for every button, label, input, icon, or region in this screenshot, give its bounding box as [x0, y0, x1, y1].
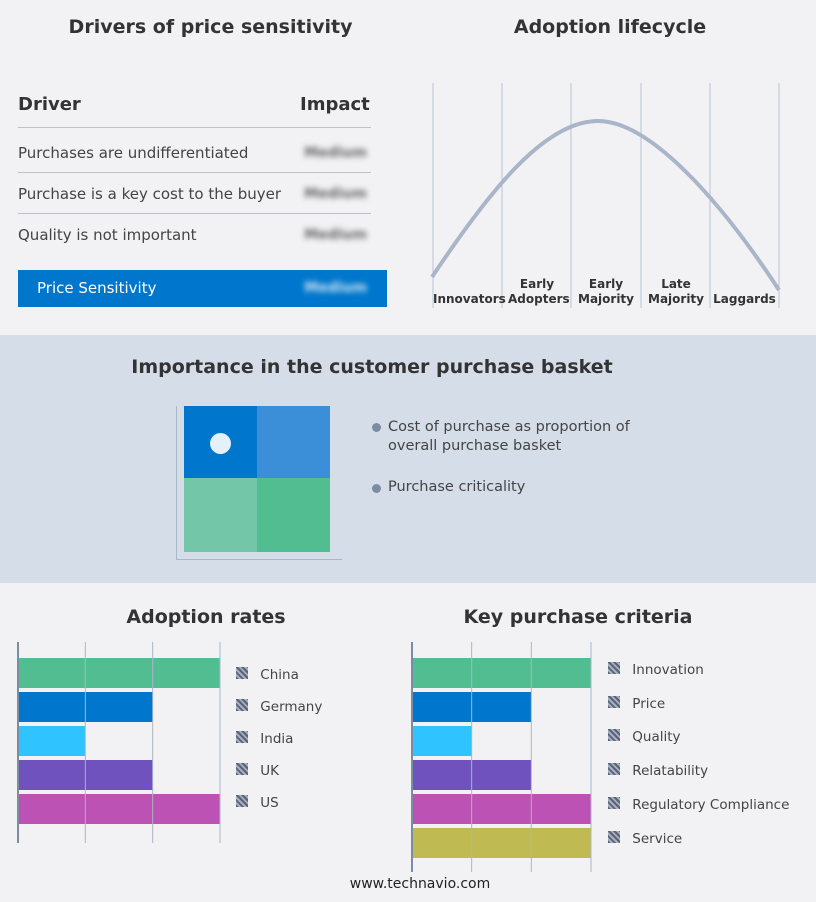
basket-band: [0, 335, 816, 583]
legend-swatch-icon: [236, 731, 248, 743]
legend-item: Price: [608, 695, 666, 712]
legend-swatch-icon: [608, 729, 620, 742]
lifecycle-chart: [430, 83, 781, 308]
lifecycle-title: Adoption lifecycle: [513, 16, 707, 38]
header-divider: [18, 127, 371, 128]
legend-item: India: [236, 731, 293, 747]
stage-label: Early Majority: [578, 277, 634, 306]
stage-label: Innovators: [433, 292, 506, 306]
legend-label: Quality: [632, 729, 681, 746]
legend-swatch-icon: [236, 667, 248, 679]
legend-item: UK: [236, 763, 279, 779]
legend-swatch-icon: [608, 796, 620, 809]
summary-label: Price Sensitivity: [37, 279, 157, 297]
legend-label: Innovation: [632, 662, 704, 678]
legend-swatch-icon: [608, 763, 620, 776]
legend-label: US: [260, 795, 279, 811]
driver-label: Quality is not important: [18, 226, 197, 244]
bar-regulatory-compliance: [412, 794, 591, 824]
summary-impact: Medium: [304, 280, 367, 296]
legend-label: Regulatory Compliance: [632, 796, 790, 813]
legend-swatch-icon: [236, 699, 248, 711]
adoption-rates-title: Adoption rates: [126, 606, 286, 628]
impact-column-header: Impact: [300, 94, 370, 115]
legend-label: China: [260, 667, 299, 683]
legend-swatch-icon: [608, 695, 620, 708]
legend-label: Germany: [260, 699, 323, 715]
driver-label: Purchase is a key cost to the buyer: [18, 185, 282, 203]
quadrant: [257, 406, 330, 478]
bar-quality: [412, 726, 472, 756]
legend-label: India: [260, 731, 294, 747]
driver-label: Purchases are undifferentiated: [18, 144, 249, 162]
legend-item: US: [236, 795, 279, 811]
legend-swatch-icon: [608, 830, 620, 843]
stage-label: Early Adopters: [508, 277, 570, 306]
impact-value: Medium: [304, 145, 367, 161]
legend-label: Service: [632, 830, 683, 847]
matrix-y-axis: [176, 406, 177, 560]
impact-value: Medium: [304, 186, 367, 202]
legend-item: Germany: [236, 699, 322, 715]
legend-label: Relatability: [632, 763, 709, 780]
footer-url: www.technavio.com: [349, 876, 491, 892]
price-sensitivity-summary: Price Sensitivity Medium: [18, 270, 387, 307]
driver-row: Quality is not important Medium: [18, 215, 371, 255]
quadrant: [184, 478, 257, 552]
legend-criticality: Purchase criticality: [388, 479, 526, 495]
legend-swatch-icon: [236, 795, 248, 807]
adoption-curve: [430, 118, 781, 292]
legend-item: Relatability: [608, 763, 708, 779]
legend-swatch-icon: [236, 763, 248, 775]
driver-row: Purchase is a key cost to the buyer Mediu…: [18, 174, 371, 214]
position-marker: [210, 433, 231, 454]
stage-label: Late Majority: [648, 277, 704, 306]
bar-china: [18, 658, 220, 688]
bar-service: [412, 828, 591, 858]
bar-us: [18, 794, 220, 824]
bullet-icon: [372, 484, 381, 493]
impact-value: Medium: [304, 227, 367, 243]
bullet-icon: [372, 423, 381, 432]
legend-item: Quality: [608, 729, 681, 745]
legend-swatch-icon: [608, 662, 620, 674]
driver-row: Purchases are undifferentiated Medium: [18, 133, 371, 173]
bar-innovation: [412, 658, 591, 688]
legend-item: Innovation: [608, 662, 704, 678]
kpc-title: Key purchase criteria: [463, 606, 693, 628]
legend-label: UK: [260, 763, 280, 779]
drivers-title: Drivers of price sensitivity: [68, 16, 353, 38]
legend-item: China: [236, 667, 299, 683]
legend-item: Regulatory Compliance: [608, 796, 790, 813]
legend-cost: Cost of purchase as proportion of overal…: [388, 419, 630, 454]
quadrant: [257, 478, 330, 552]
stage-label: Laggards: [713, 292, 776, 306]
basket-title: Importance in the customer purchase bask…: [131, 356, 613, 378]
matrix-x-axis: [176, 559, 342, 560]
legend-label: Price: [632, 695, 666, 712]
legend-item: Service: [608, 830, 683, 847]
driver-column-header: Driver: [18, 94, 81, 115]
bar-india: [18, 726, 86, 756]
